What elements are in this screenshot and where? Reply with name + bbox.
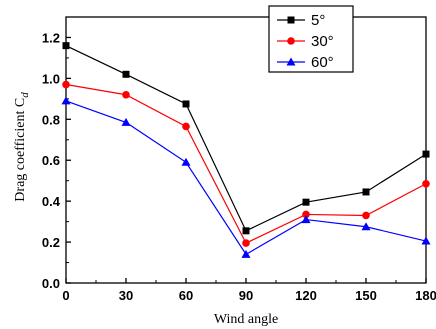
legend-label: 30° — [311, 33, 334, 50]
legend-label: 5° — [311, 12, 325, 29]
y-tick-label: 0.2 — [42, 235, 60, 250]
series-0 — [62, 42, 430, 235]
y-tick-label: 1.0 — [42, 71, 60, 86]
x-axis-title: Wind angle — [214, 312, 278, 327]
data-point — [421, 236, 431, 245]
legend: 5° 30° 60° — [268, 5, 354, 73]
y-axis-title-subscript: d — [19, 92, 31, 98]
y-axis-title-main: Drag coefficient C — [13, 98, 28, 202]
data-point — [182, 100, 190, 108]
data-point — [122, 70, 130, 78]
data-point — [361, 222, 371, 231]
data-point — [61, 96, 71, 105]
x-tick-label: 0 — [62, 288, 69, 303]
x-tick-label: 60 — [179, 288, 193, 303]
x-tick-label: 180 — [415, 288, 436, 303]
data-point — [302, 210, 310, 219]
legend-marker — [287, 37, 295, 45]
x-tick-label: 120 — [295, 288, 317, 303]
y-tick-label: 0.8 — [42, 112, 60, 127]
data-point — [121, 117, 131, 126]
data-point — [62, 42, 70, 50]
series-line — [65, 83, 427, 244]
data-point — [301, 215, 311, 224]
y-tick-label: 0.0 — [42, 276, 60, 291]
data-point — [302, 198, 310, 206]
series-2 — [61, 96, 431, 258]
data-point — [362, 188, 370, 196]
y-tick-label: 1.2 — [42, 30, 60, 45]
x-tick-label: 150 — [355, 288, 377, 303]
data-point — [242, 239, 250, 247]
legend-marker — [287, 16, 295, 24]
x-tick-label: 30 — [119, 288, 133, 303]
data-point — [182, 122, 190, 131]
data-point — [422, 150, 430, 158]
legend-marker — [286, 57, 296, 66]
series-line — [65, 45, 427, 232]
data-point — [362, 211, 370, 220]
legend-box — [268, 5, 354, 73]
y-tick-label: 0.4 — [42, 194, 61, 209]
data-point — [181, 157, 191, 166]
y-tick-label: 0.6 — [42, 153, 60, 168]
legend-label: 60° — [311, 54, 334, 71]
y-axis-title: Drag coefficient Cd — [13, 92, 31, 202]
data-point — [241, 249, 251, 258]
data-point — [422, 179, 430, 188]
series-1 — [62, 80, 430, 247]
data-point — [62, 80, 70, 89]
x-tick-label: 90 — [239, 288, 253, 303]
data-point — [122, 90, 130, 99]
data-point — [242, 227, 250, 235]
